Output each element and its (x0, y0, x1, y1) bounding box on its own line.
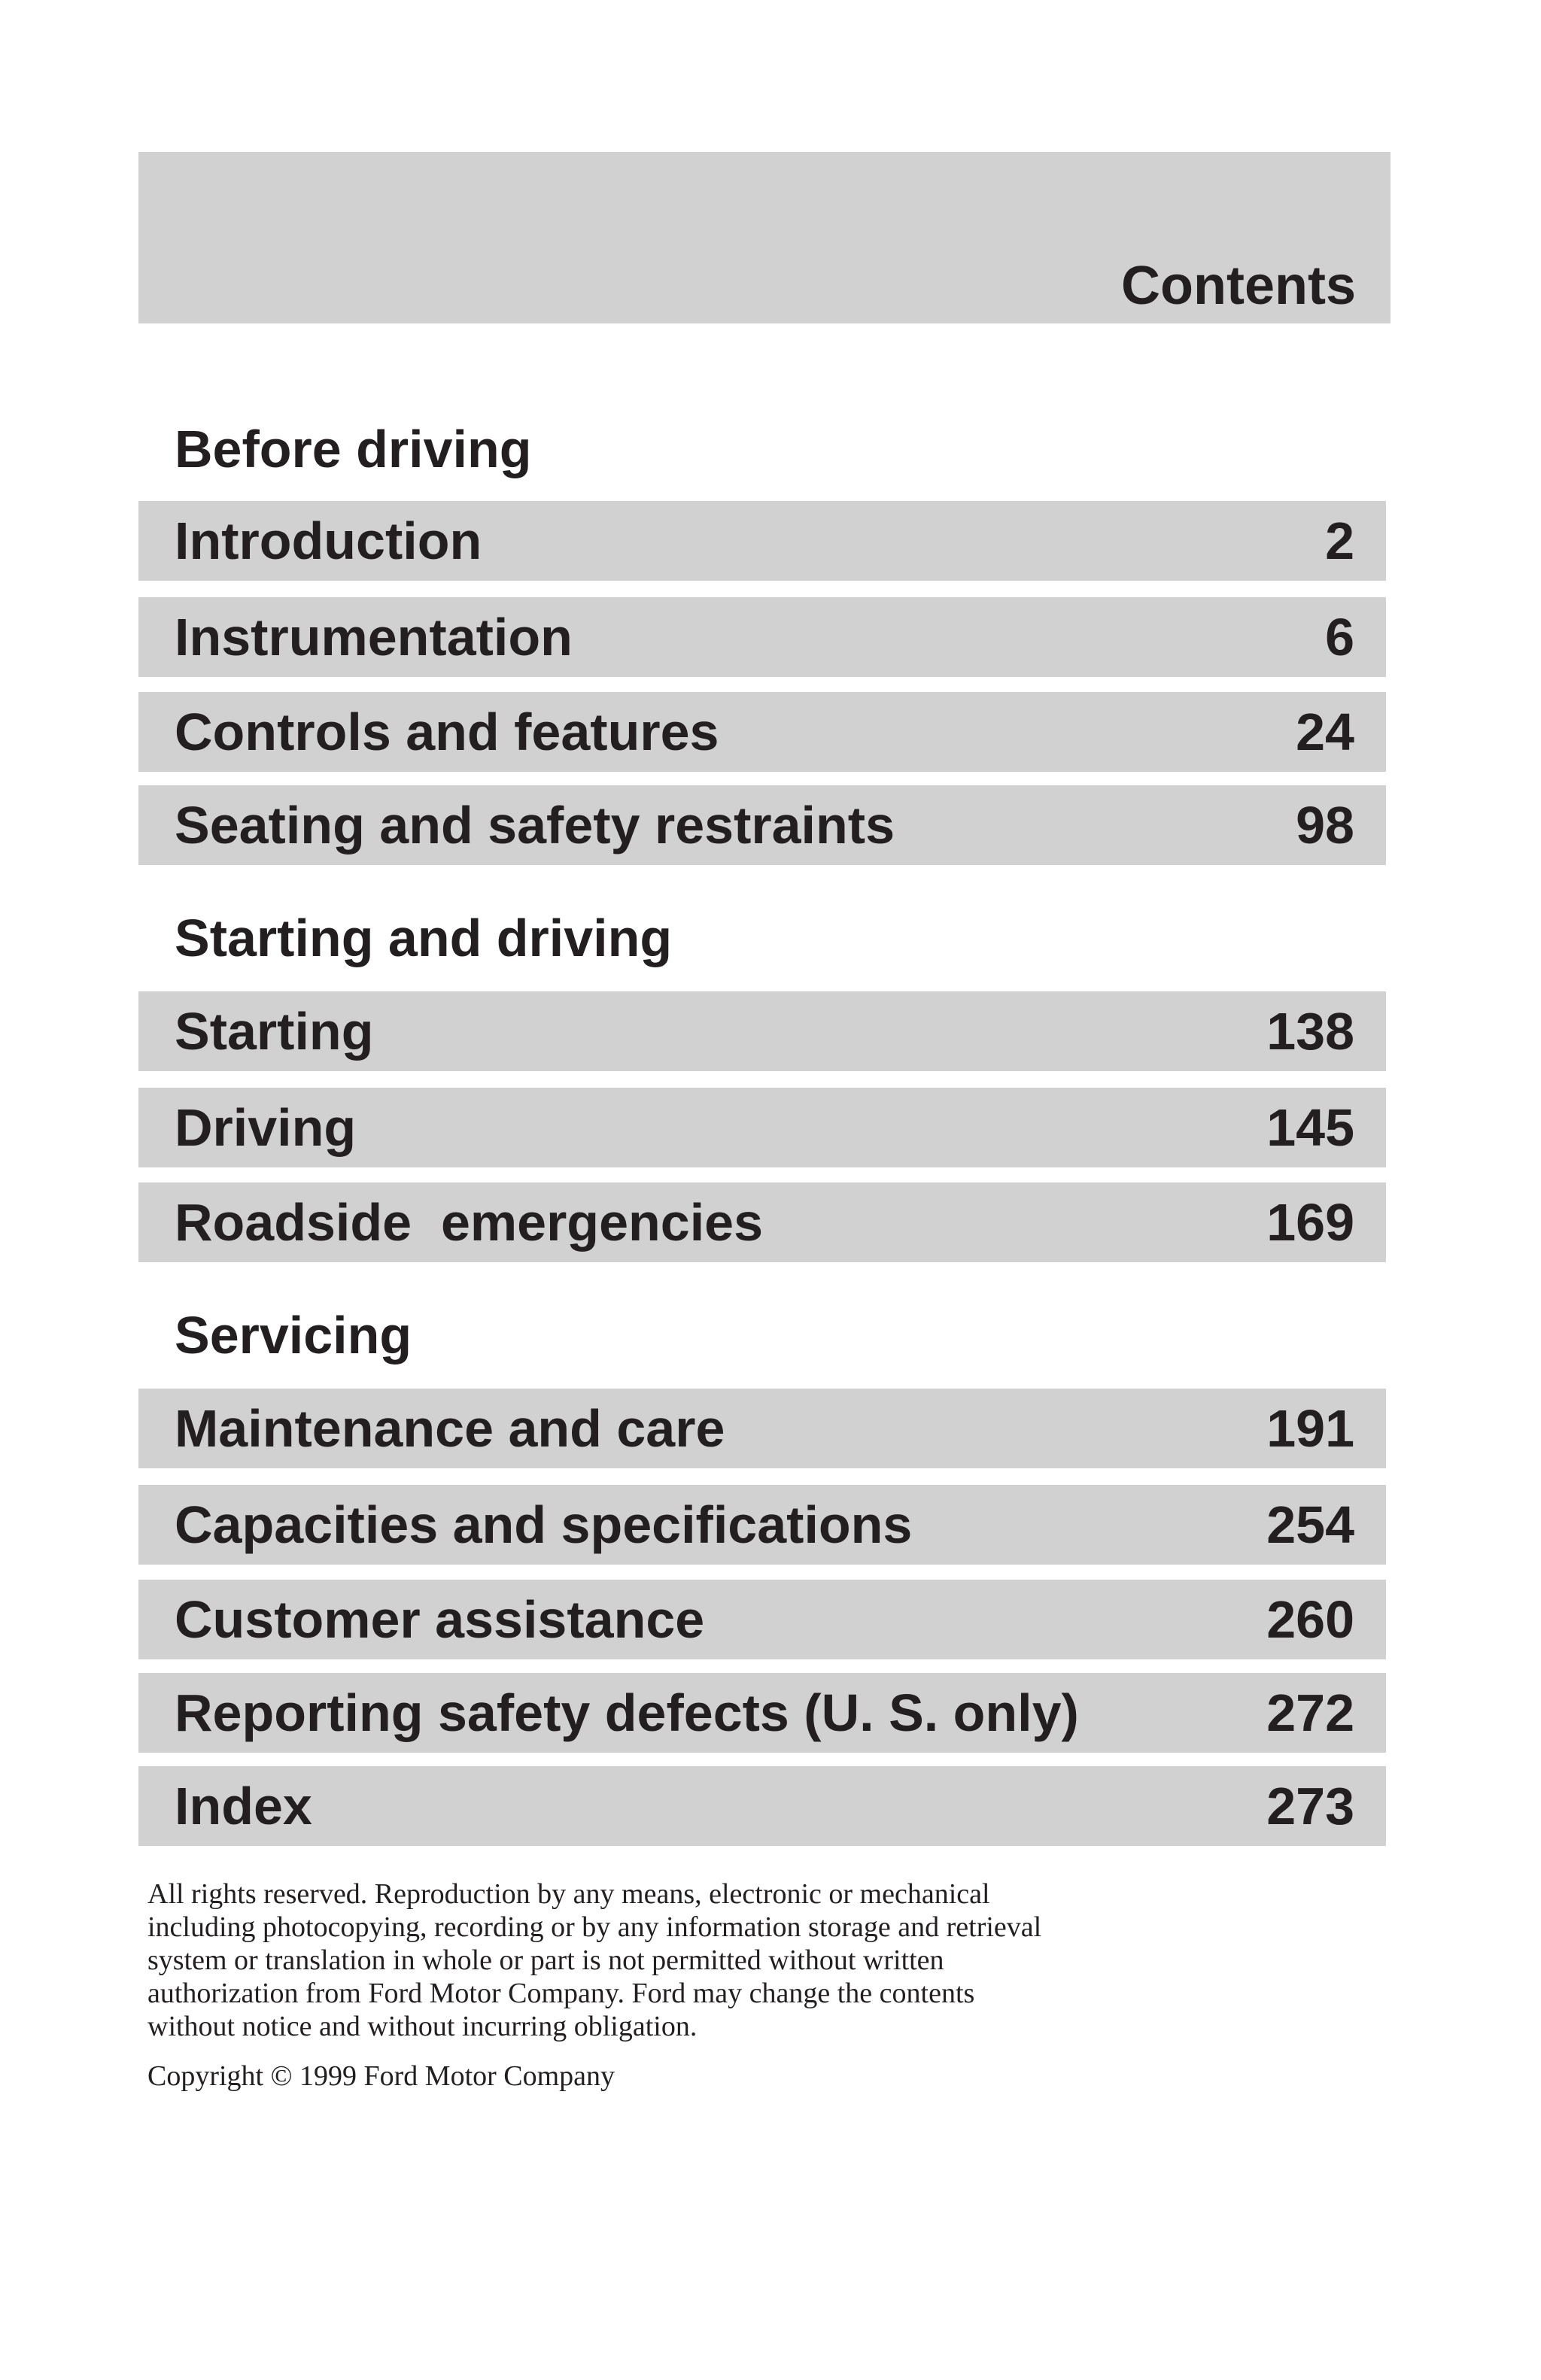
toc-entry-index[interactable]: Index 273 (138, 1766, 1386, 1846)
toc-entry-page: 169 (1266, 1193, 1354, 1252)
toc-entry-starting[interactable]: Starting 138 (138, 991, 1386, 1071)
toc-entry-page: 254 (1266, 1495, 1354, 1554)
toc-entry-page: 272 (1266, 1683, 1354, 1742)
toc-entry-page: 138 (1266, 1002, 1354, 1061)
toc-entry-label: Controls and features (175, 703, 719, 761)
toc-entry-label: Capacities and specifications (175, 1495, 913, 1554)
legal-line: system or translation in whole or part i… (147, 1944, 944, 1976)
toc-entry-reporting-safety-defects[interactable]: Reporting safety defects (U. S. only) 27… (138, 1673, 1386, 1753)
legal-line: All rights reserved. Reproduction by any… (147, 1878, 990, 1910)
section-heading-starting-and-driving: Starting and driving (175, 909, 673, 967)
legal-line: authorization from Ford Motor Company. F… (147, 1978, 975, 2009)
toc-entry-label: Introduction (175, 512, 482, 570)
toc-entry-maintenance-and-care[interactable]: Maintenance and care 191 (138, 1389, 1386, 1468)
toc-entry-page: 6 (1325, 608, 1354, 666)
toc-entry-label: Customer assistance (175, 1590, 705, 1649)
toc-entry-roadside-emergencies[interactable]: Roadside emergencies 169 (138, 1182, 1386, 1262)
page-title: Contents (1121, 256, 1356, 316)
toc-entry-label: Maintenance and care (175, 1399, 725, 1458)
toc-entry-page: 24 (1296, 703, 1354, 761)
toc-entry-seating-and-safety-restraints[interactable]: Seating and safety restraints 98 (138, 785, 1386, 865)
copyright-notice: Copyright © 1999 Ford Motor Company (147, 2060, 615, 2092)
toc-entry-page: 98 (1296, 796, 1354, 855)
toc-entry-page: 2 (1325, 512, 1354, 570)
legal-notice: All rights reserved. Reproduction by any… (147, 1878, 1276, 2043)
toc-entry-customer-assistance[interactable]: Customer assistance 260 (138, 1580, 1386, 1659)
toc-entry-page: 260 (1266, 1590, 1354, 1649)
toc-entry-page: 145 (1266, 1098, 1354, 1157)
toc-entry-label: Instrumentation (175, 608, 573, 666)
toc-entry-page: 273 (1266, 1777, 1354, 1835)
legal-line: including photocopying, recording or by … (147, 1911, 1042, 1943)
legal-line: without notice and without incurring obl… (147, 2011, 698, 2042)
toc-entry-controls-and-features[interactable]: Controls and features 24 (138, 692, 1386, 772)
toc-entry-label: Driving (175, 1098, 357, 1157)
contents-header: Contents (138, 152, 1391, 323)
toc-entry-label: Reporting safety defects (U. S. only) (175, 1683, 1079, 1742)
toc-entry-instrumentation[interactable]: Instrumentation 6 (138, 597, 1386, 677)
toc-entry-capacities-and-specifications[interactable]: Capacities and specifications 254 (138, 1485, 1386, 1565)
toc-entry-label: Roadside emergencies (175, 1193, 763, 1252)
section-heading-before-driving: Before driving (175, 420, 532, 478)
section-heading-servicing: Servicing (175, 1306, 412, 1365)
toc-entry-label: Seating and safety restraints (175, 796, 895, 855)
toc-entry-introduction[interactable]: Introduction 2 (138, 501, 1386, 581)
toc-entry-driving[interactable]: Driving 145 (138, 1088, 1386, 1167)
toc-entry-label: Index (175, 1777, 312, 1835)
toc-entry-page: 191 (1266, 1399, 1354, 1458)
toc-entry-label: Starting (175, 1002, 374, 1061)
